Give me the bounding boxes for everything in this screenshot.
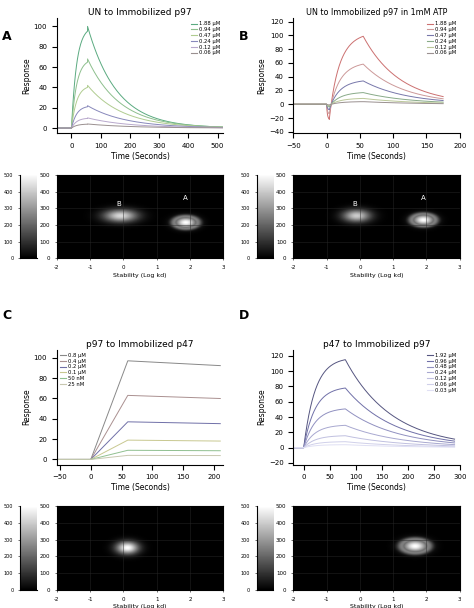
Y-axis label: Response: Response — [257, 57, 266, 94]
X-axis label: Time (Seconds): Time (Seconds) — [347, 483, 406, 492]
Y-axis label: Response (Log RU): Response (Log RU) — [32, 519, 36, 578]
Text: A: A — [182, 195, 187, 201]
Y-axis label: Response: Response — [257, 389, 266, 426]
Legend: 1.88 μM, 0.94 μM, 0.47 μM, 0.24 μM, 0.12 μM, 0.06 μM: 1.88 μM, 0.94 μM, 0.47 μM, 0.24 μM, 0.12… — [427, 21, 457, 56]
Text: C: C — [2, 309, 11, 322]
Y-axis label: Response (Log RU): Response (Log RU) — [32, 187, 36, 246]
Text: B: B — [116, 201, 121, 207]
Y-axis label: Response: Response — [22, 57, 31, 94]
X-axis label: Stability (Log kd): Stability (Log kd) — [113, 273, 167, 278]
Title: p97 to Immobilized p47: p97 to Immobilized p47 — [86, 340, 194, 349]
Text: A: A — [2, 30, 12, 43]
Legend: 1.92 μM, 0.96 μM, 0.48 μM, 0.24 μM, 0.12 μM, 0.06 μM, 0.03 μM: 1.92 μM, 0.96 μM, 0.48 μM, 0.24 μM, 0.12… — [427, 352, 457, 393]
Y-axis label: Response: Response — [22, 389, 31, 426]
X-axis label: Stability (Log kd): Stability (Log kd) — [350, 273, 403, 278]
Title: p47 to Immobilized p97: p47 to Immobilized p97 — [323, 340, 430, 349]
Title: UN to Immobilized p97: UN to Immobilized p97 — [88, 9, 192, 18]
Title: UN to Immobilized p97 in 1mM ATP: UN to Immobilized p97 in 1mM ATP — [306, 9, 447, 18]
X-axis label: Stability (Log kd): Stability (Log kd) — [350, 604, 403, 608]
Legend: 1.88 μM, 0.94 μM, 0.47 μM, 0.24 μM, 0.12 μM, 0.06 μM: 1.88 μM, 0.94 μM, 0.47 μM, 0.24 μM, 0.12… — [190, 21, 221, 56]
Text: B: B — [239, 30, 249, 43]
Y-axis label: Response (Log RU): Response (Log RU) — [268, 519, 273, 578]
X-axis label: Time (Seconds): Time (Seconds) — [347, 151, 406, 161]
X-axis label: Stability (Log kd): Stability (Log kd) — [113, 604, 167, 608]
X-axis label: Time (Seconds): Time (Seconds) — [111, 483, 170, 492]
Text: D: D — [239, 309, 250, 322]
Text: A: A — [421, 195, 426, 201]
Y-axis label: Response (Log RU): Response (Log RU) — [268, 187, 273, 246]
Text: B: B — [353, 201, 357, 207]
Legend: 0.8 μM, 0.4 μM, 0.2 μM, 0.1 μM, 50 nM, 25 nM: 0.8 μM, 0.4 μM, 0.2 μM, 0.1 μM, 50 nM, 2… — [60, 352, 87, 387]
X-axis label: Time (Seconds): Time (Seconds) — [111, 151, 170, 161]
